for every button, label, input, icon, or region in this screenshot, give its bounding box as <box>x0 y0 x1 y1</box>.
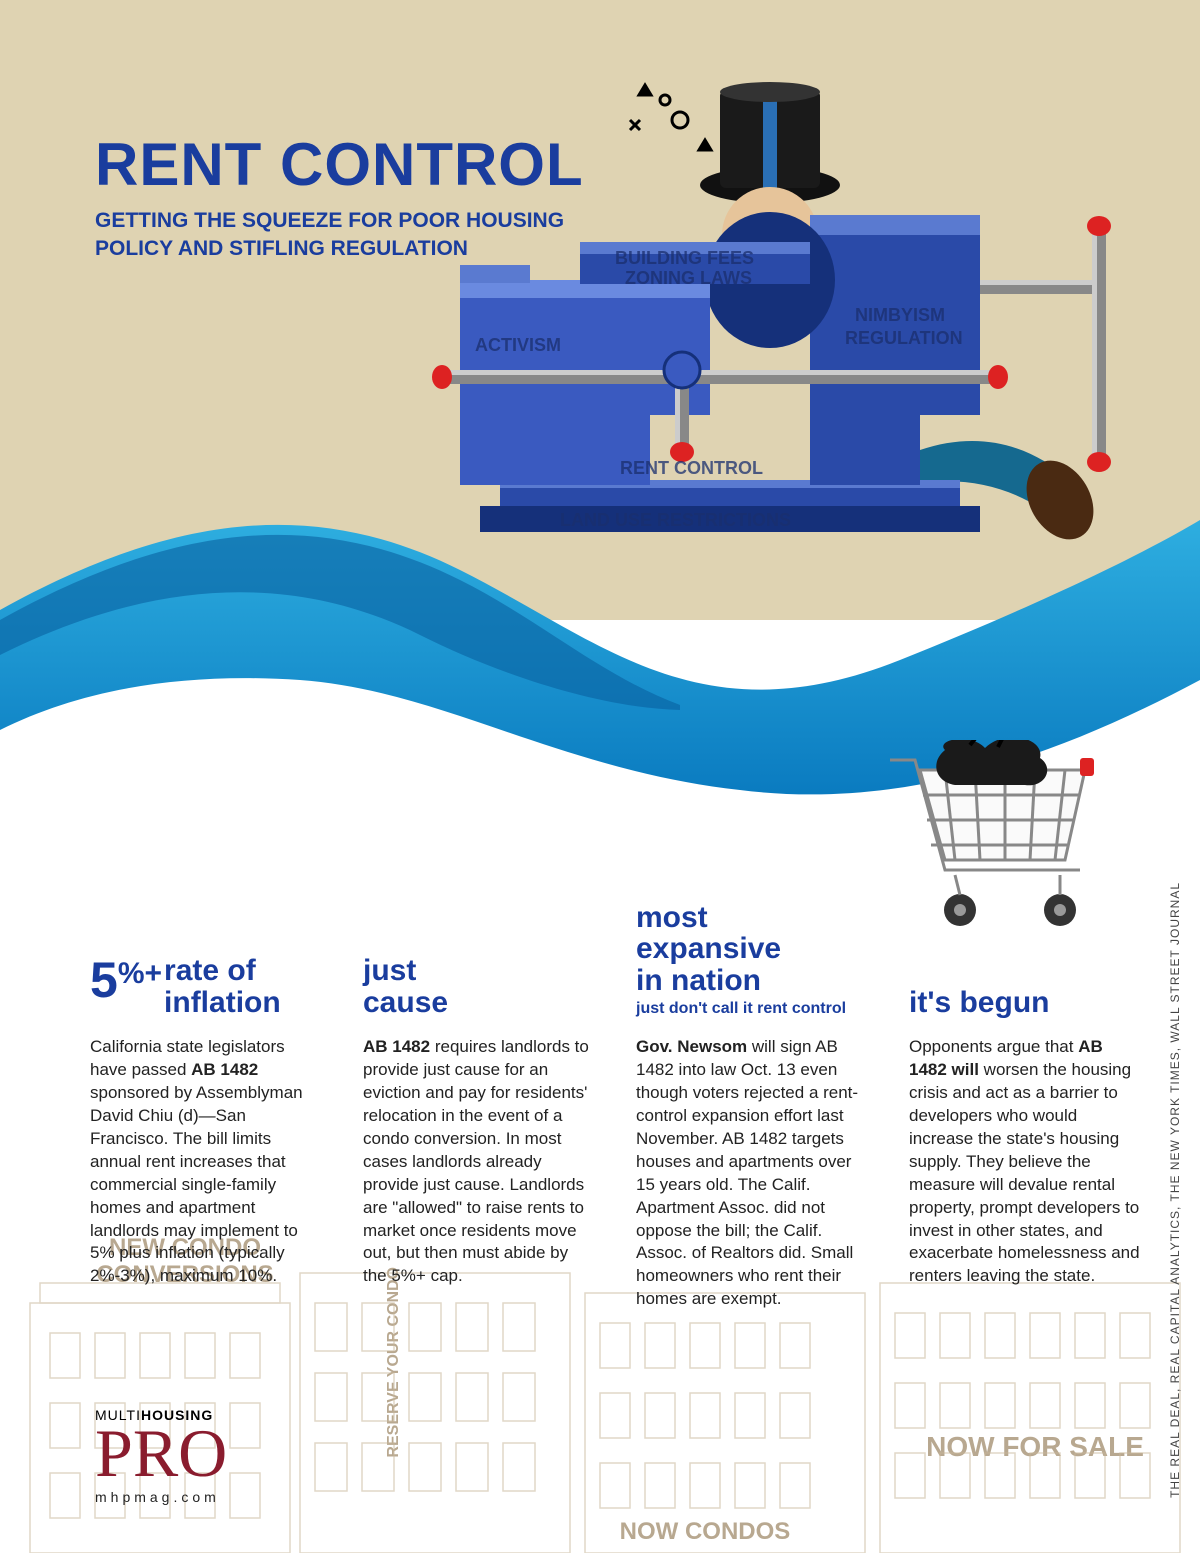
logo-url: mhpmag.com <box>95 1489 227 1505</box>
col-head-4: it's begun <box>909 912 1140 1018</box>
col-begun: it's begun Opponents argue that AB 1482 … <box>909 912 1140 1311</box>
vise-label-reg: REGULATION <box>845 328 963 349</box>
col-just-cause: just cause AB 1482 requires landlords to… <box>363 912 594 1311</box>
col-body-3: Gov. Newsom will sign AB 1482 into law O… <box>636 1036 867 1311</box>
vise-label-nimby: NIMBYISM <box>855 305 945 326</box>
page-title: RENT CONTROL <box>95 130 584 199</box>
page-subtitle: GETTING THE SQUEEZE FOR POOR HOUSING POL… <box>95 207 584 264</box>
col-head-1: 5 % + rate of inflation <box>90 912 321 1018</box>
vise-label-activism: ACTIVISM <box>475 335 561 356</box>
title-block: RENT CONTROL GETTING THE SQUEEZE FOR POO… <box>95 130 584 264</box>
col-body-4: Opponents argue that AB 1482 will worsen… <box>909 1036 1140 1288</box>
col-expansive: most expansive in nation just don't call… <box>636 912 867 1311</box>
sources-credit: THE REAL DEAL, REAL CAPITAL ANALYTICS, T… <box>1168 882 1182 1498</box>
col-body-1: California state legisla­tors have passe… <box>90 1036 321 1288</box>
body-columns: 5 % + rate of inflation California state… <box>90 912 1140 1311</box>
vise-label-landuse: LAND USE RESTRICTIONS <box>560 510 791 531</box>
logo-pro: PRO <box>95 1425 227 1483</box>
publisher-logo: MULTIHOUSING PRO mhpmag.com <box>95 1407 227 1505</box>
vise-label-rc: RENT CONTROL <box>620 458 763 479</box>
shopping-cart-icon <box>875 740 1105 935</box>
col-inflation: 5 % + rate of inflation California state… <box>90 912 321 1311</box>
col-head-2: just cause <box>363 912 594 1018</box>
col-head-3: most expansive in nation just don't call… <box>636 888 867 1018</box>
vise-label-fees: BUILDING FEES <box>615 248 754 269</box>
col-body-2: AB 1482 requires landlords to provide ju… <box>363 1036 594 1288</box>
vise-label-zoning: ZONING LAWS <box>625 268 752 289</box>
